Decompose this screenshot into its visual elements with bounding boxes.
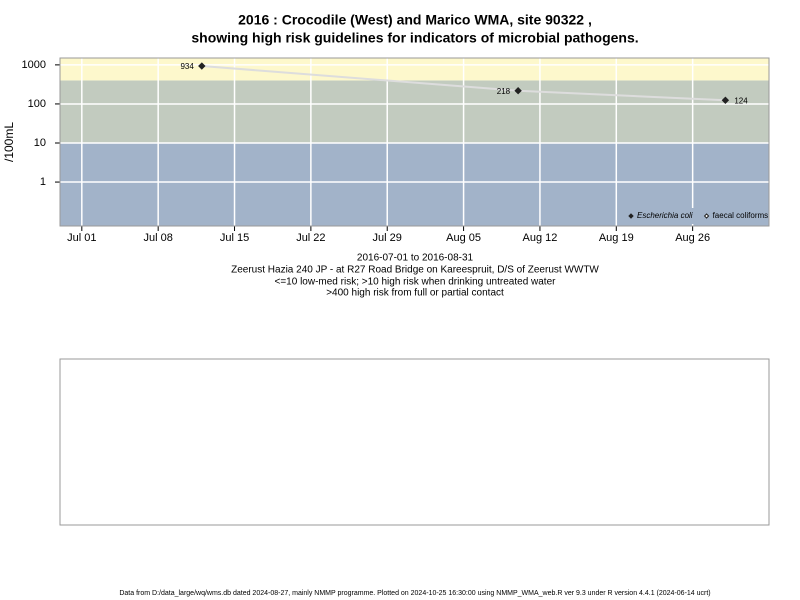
guideline: >400 high risk from full or partial cont… [326, 288, 504, 299]
plot-frame [59, 57, 770, 227]
x-tick-label: Jul 08 [143, 232, 172, 244]
risk-band [60, 58, 769, 81]
legend-box [625, 208, 767, 224]
x-tick-label: Jul 29 [373, 232, 402, 244]
x-tick-label: Aug 19 [599, 232, 634, 244]
legend-marker [703, 213, 710, 219]
guideline: <=10 low-med risk; >10 high risk when dr… [275, 277, 557, 288]
y-tick-label: 10 [34, 137, 46, 149]
x-tick-label: Aug 05 [446, 232, 481, 244]
x-tick-label: Jul 15 [220, 232, 249, 244]
chart-subtitle: showing high risk guidelines for indicat… [191, 30, 638, 46]
data-label: 218 [497, 87, 511, 96]
risk-band [60, 80, 769, 143]
footnote: Data from D:/data_large/wq/wms.db dated … [119, 590, 710, 597]
y-axis-label: /100mL [2, 122, 16, 162]
empty-panel [59, 358, 770, 526]
y-tick-label: 100 [28, 98, 46, 110]
legend-marker [628, 213, 634, 219]
x-tick-label: Aug 12 [523, 232, 558, 244]
site-description: Zeerust Hazia 240 JP - at R27 Road Bridg… [231, 265, 599, 276]
data-point [514, 87, 522, 95]
date-range: 2016-07-01 to 2016-08-31 [357, 253, 474, 264]
data-point [721, 96, 730, 104]
y-tick-label: 1000 [22, 59, 46, 71]
x-tick-label: Jul 01 [67, 232, 96, 244]
legend-label: Escherichia coli [637, 211, 693, 220]
data-point [198, 62, 206, 70]
x-tick-label: Jul 22 [296, 232, 325, 244]
chart-title: 2016 : Crocodile (West) and Marico WMA, … [238, 12, 592, 28]
data-label: 934 [180, 62, 194, 71]
y-tick-label: 1 [40, 176, 46, 188]
legend-label: faecal coliforms [713, 211, 769, 220]
x-tick-label: Aug 26 [675, 232, 710, 244]
data-label: 124 [734, 96, 748, 105]
